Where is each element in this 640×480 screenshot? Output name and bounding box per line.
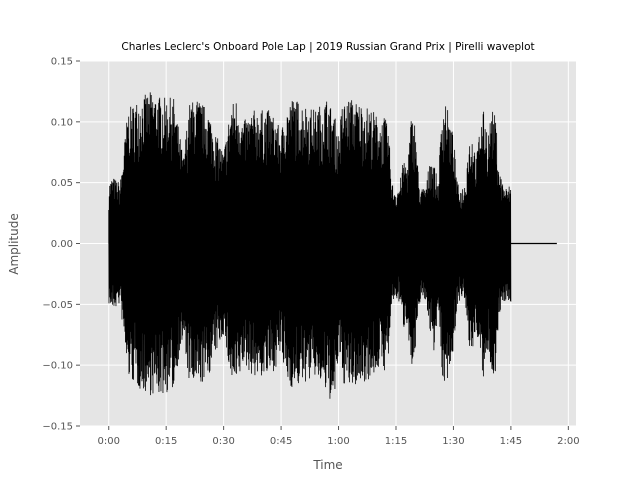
waveform-signal	[108, 92, 512, 399]
y-tick-label: 0.10	[51, 117, 73, 128]
x-tick-label: 0:45	[270, 436, 292, 447]
x-tick-label: 0:30	[212, 436, 234, 447]
y-axis-label: Amplitude	[7, 213, 21, 275]
x-tick-label: 1:00	[327, 436, 349, 447]
y-tick-label: −0.10	[42, 361, 73, 372]
x-tick-label: 0:00	[97, 436, 119, 447]
x-tick-label: 2:00	[557, 436, 579, 447]
chart-title: Charles Leclerc's Onboard Pole Lap | 201…	[121, 41, 534, 53]
y-tick-label: −0.15	[42, 422, 73, 433]
y-tick-label: 0.05	[51, 178, 73, 189]
waveform	[108, 92, 557, 399]
y-axis-ticks: −0.15 −0.10 −0.05 0.00 0.05 0.10 0.15	[42, 57, 80, 433]
x-tick-label: 1:45	[500, 436, 522, 447]
y-tick-label: −0.05	[42, 300, 73, 311]
y-tick-label: 0.00	[51, 239, 73, 250]
x-tick-label: 1:15	[385, 436, 407, 447]
x-tick-label: 0:15	[155, 436, 177, 447]
y-tick-label: 0.15	[51, 57, 73, 68]
x-axis-ticks: 0:00 0:15 0:30 0:45 1:00 1:15 1:30 1:45 2:00	[97, 426, 580, 447]
x-tick-label: 1:30	[442, 436, 464, 447]
x-axis-label: Time	[312, 458, 342, 472]
